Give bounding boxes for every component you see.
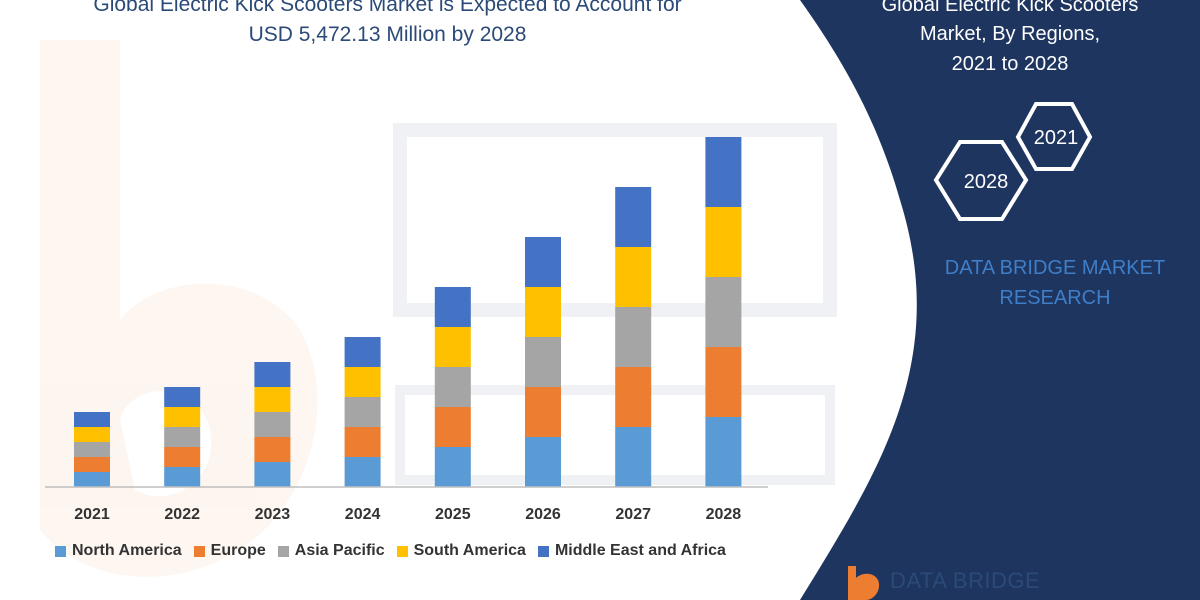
bar-segment-2026-s1 — [525, 387, 561, 437]
bar-segment-2023-s0 — [254, 462, 291, 487]
bar-segment-2022-s2 — [164, 427, 201, 447]
bar-segment-2026-s2 — [525, 337, 561, 387]
brand-text-line-1: DATA BRIDGE MARKET — [944, 257, 1166, 279]
legend-label: South America — [413, 542, 526, 559]
bar-segment-2022-s3 — [164, 407, 201, 427]
x-tick-label-2024: 2024 — [345, 506, 381, 523]
bar-segment-2025-s3 — [434, 327, 471, 367]
bar-segment-2027-s3 — [615, 247, 652, 307]
legend-item-s4: Middle East and Africa — [537, 542, 726, 560]
bar-segment-2027-s4 — [615, 187, 652, 247]
chart-title-line-1: Global Electric Kick Scooters Market is … — [93, 0, 682, 16]
legend-label: Europe — [210, 542, 266, 559]
bar-segment-2021-s3 — [74, 427, 110, 442]
x-tick-label-2028: 2028 — [706, 506, 742, 523]
bar-segment-2021-s2 — [74, 442, 110, 457]
legend-item-s3: South America — [396, 542, 526, 560]
panel-title-line-1: Global Electric Kick Scooters — [881, 0, 1139, 16]
bar-segment-2028-s3 — [705, 207, 742, 277]
logo-wordmark: DATA BRIDGE — [890, 568, 1041, 593]
panel-title-line-2: Market, By Regions, — [919, 23, 1101, 45]
legend-swatch — [396, 545, 408, 557]
bar-segment-2021-s1 — [74, 457, 110, 472]
legend-label: North America — [72, 542, 182, 559]
bar-segment-2025-s4 — [434, 287, 471, 327]
legend-swatch — [277, 545, 289, 557]
legend-swatch — [537, 545, 549, 557]
bar-segment-2024-s2 — [344, 397, 381, 427]
hex-badge-bottom-label: 2028 — [964, 171, 1009, 193]
legend-item-s1: Europe — [193, 542, 266, 560]
bar-segment-2022-s4 — [164, 387, 201, 407]
x-tick-label-2025: 2025 — [435, 506, 471, 523]
x-tick-label-2023: 2023 — [255, 506, 291, 523]
bar-segment-2028-s1 — [705, 347, 742, 417]
watermark-subword-box — [395, 385, 835, 485]
bar-segment-2027-s1 — [615, 367, 652, 427]
bar-segment-2023-s3 — [254, 387, 291, 412]
bar-segment-2026-s0 — [525, 437, 561, 487]
data-bridge-logo — [848, 566, 880, 600]
chart-bars — [74, 137, 742, 487]
bar-segment-2028-s4 — [705, 137, 742, 207]
bar-segment-2025-s1 — [434, 407, 471, 447]
x-tick-label-2026: 2026 — [525, 506, 561, 523]
bar-segment-2022-s0 — [164, 467, 201, 487]
bar-segment-2027-s2 — [615, 307, 652, 367]
bar-segment-2026-s4 — [525, 237, 561, 287]
hexagon-badge-2028 — [933, 140, 1029, 221]
bar-segment-2023-s2 — [254, 412, 291, 437]
logo-b-icon — [848, 566, 880, 600]
chart-legend: North America Europe Asia Pacific South Ame… — [55, 540, 726, 562]
bar-segment-2024-s4 — [344, 337, 381, 367]
right-panel-background — [800, 0, 1200, 600]
hexagon-badge-2021 — [1015, 102, 1093, 171]
bar-segment-2024-s0 — [344, 457, 381, 487]
legend-swatch — [193, 545, 205, 557]
bar-segment-2023-s4 — [254, 362, 291, 387]
bar-segment-2024-s1 — [344, 427, 381, 457]
bar-segment-2024-s3 — [344, 367, 381, 397]
legend-label: Middle East and Africa — [554, 542, 726, 559]
watermark-logo-shape — [40, 40, 318, 577]
bar-segment-2021-s0 — [74, 472, 110, 487]
bar-segment-2021-s4 — [74, 412, 110, 427]
hex-badge-top-label: 2021 — [1034, 127, 1079, 149]
panel-title-line-3: 2021 to 2028 — [951, 53, 1069, 75]
chart-title-line-2: USD 5,472.13 Million by 2028 — [248, 23, 527, 46]
x-tick-label-2022: 2022 — [164, 506, 200, 523]
bar-segment-2025-s0 — [434, 447, 471, 487]
bar-segment-2028-s0 — [705, 417, 742, 487]
legend-label: Asia Pacific — [294, 542, 385, 559]
bar-segment-2022-s1 — [164, 447, 201, 467]
x-tick-label-2027: 2027 — [615, 506, 651, 523]
watermark-wordmark-box — [393, 123, 837, 317]
bar-segment-2026-s3 — [525, 287, 561, 337]
bar-segment-2028-s2 — [705, 277, 742, 347]
bar-segment-2027-s0 — [615, 427, 652, 487]
bar-segment-2023-s1 — [254, 437, 291, 462]
x-tick-label-2021: 2021 — [74, 506, 110, 523]
legend-item-s2: Asia Pacific — [277, 542, 385, 560]
brand-text-line-2: RESEARCH — [999, 287, 1111, 309]
legend-swatch — [55, 545, 66, 557]
bar-segment-2025-s2 — [434, 367, 471, 407]
legend-item-s0: North America — [55, 542, 182, 560]
x-axis-tick-labels: 2021 2022 2023 2024 2025 2026 2027 2028 — [74, 506, 741, 523]
